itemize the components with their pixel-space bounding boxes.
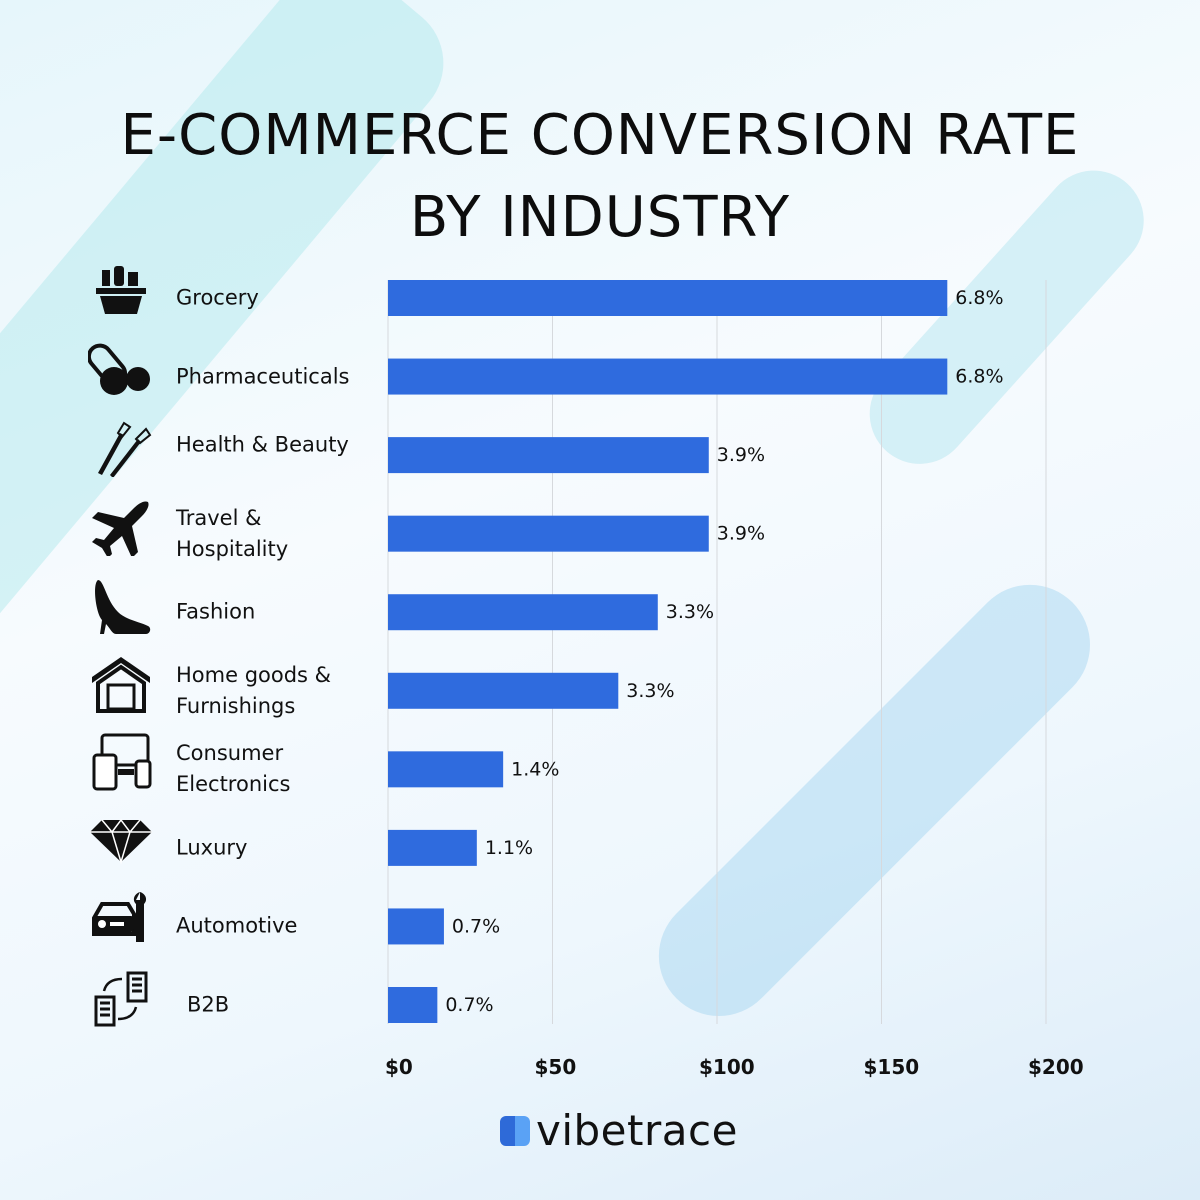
bar bbox=[388, 751, 504, 788]
bar-value-label: 1.1% bbox=[485, 837, 533, 859]
makeup-brushes-icon bbox=[88, 417, 154, 479]
category-label: Automotive bbox=[176, 913, 298, 938]
diamond-icon bbox=[88, 810, 154, 870]
category-label: Travel & Hospitality bbox=[176, 505, 289, 561]
car-wrench-icon bbox=[88, 888, 154, 948]
title-line-2: BY INDUSTRY bbox=[409, 185, 791, 250]
logo-mark-icon bbox=[500, 1115, 530, 1146]
devices-icon bbox=[88, 731, 154, 791]
x-tick-label: $50 bbox=[535, 1055, 577, 1079]
bar-value-label: 3.9% bbox=[717, 444, 765, 466]
pills-icon bbox=[86, 339, 154, 399]
bar-value-label: 1.4% bbox=[511, 758, 559, 780]
x-tick-label: $100 bbox=[699, 1055, 755, 1079]
category-label: Grocery bbox=[176, 285, 259, 310]
airplane-icon bbox=[88, 496, 154, 558]
category-label: Home goods & Furnishings bbox=[176, 662, 332, 718]
category-label: Luxury bbox=[176, 835, 248, 860]
x-tick-label: $150 bbox=[864, 1055, 920, 1079]
category-label: Consumer Electronics bbox=[176, 741, 291, 797]
brand-logo: vibetrace bbox=[500, 1106, 738, 1155]
x-tick-label: $200 bbox=[1028, 1055, 1084, 1079]
house-icon bbox=[88, 653, 154, 713]
bar-value-label: 3.9% bbox=[717, 523, 765, 545]
bar bbox=[388, 829, 477, 866]
bar-value-label: 0.7% bbox=[445, 994, 493, 1016]
bar bbox=[388, 987, 438, 1023]
bar-value-label: 3.3% bbox=[666, 601, 714, 623]
page-title: E-COMMERCE CONVERSION RATE BY INDUSTRY bbox=[0, 95, 1200, 259]
high-heel-icon bbox=[88, 574, 154, 635]
bar bbox=[388, 672, 619, 709]
x-tick-label: $0 bbox=[385, 1055, 413, 1079]
category-label: Pharmaceuticals bbox=[176, 364, 350, 389]
bar-value-label: 0.7% bbox=[452, 915, 500, 937]
bar bbox=[388, 908, 444, 945]
bar-value-label: 3.3% bbox=[626, 680, 674, 702]
grocery-basket-icon bbox=[88, 260, 154, 320]
buildings-exchange-icon bbox=[88, 967, 154, 1027]
bar bbox=[388, 515, 709, 552]
bar bbox=[388, 594, 658, 631]
category-label: B2B bbox=[187, 992, 230, 1017]
brand-name: vibetrace bbox=[536, 1106, 738, 1155]
category-label: Health & Beauty bbox=[176, 432, 349, 457]
category-label: Fashion bbox=[176, 599, 256, 624]
bar bbox=[388, 437, 709, 474]
